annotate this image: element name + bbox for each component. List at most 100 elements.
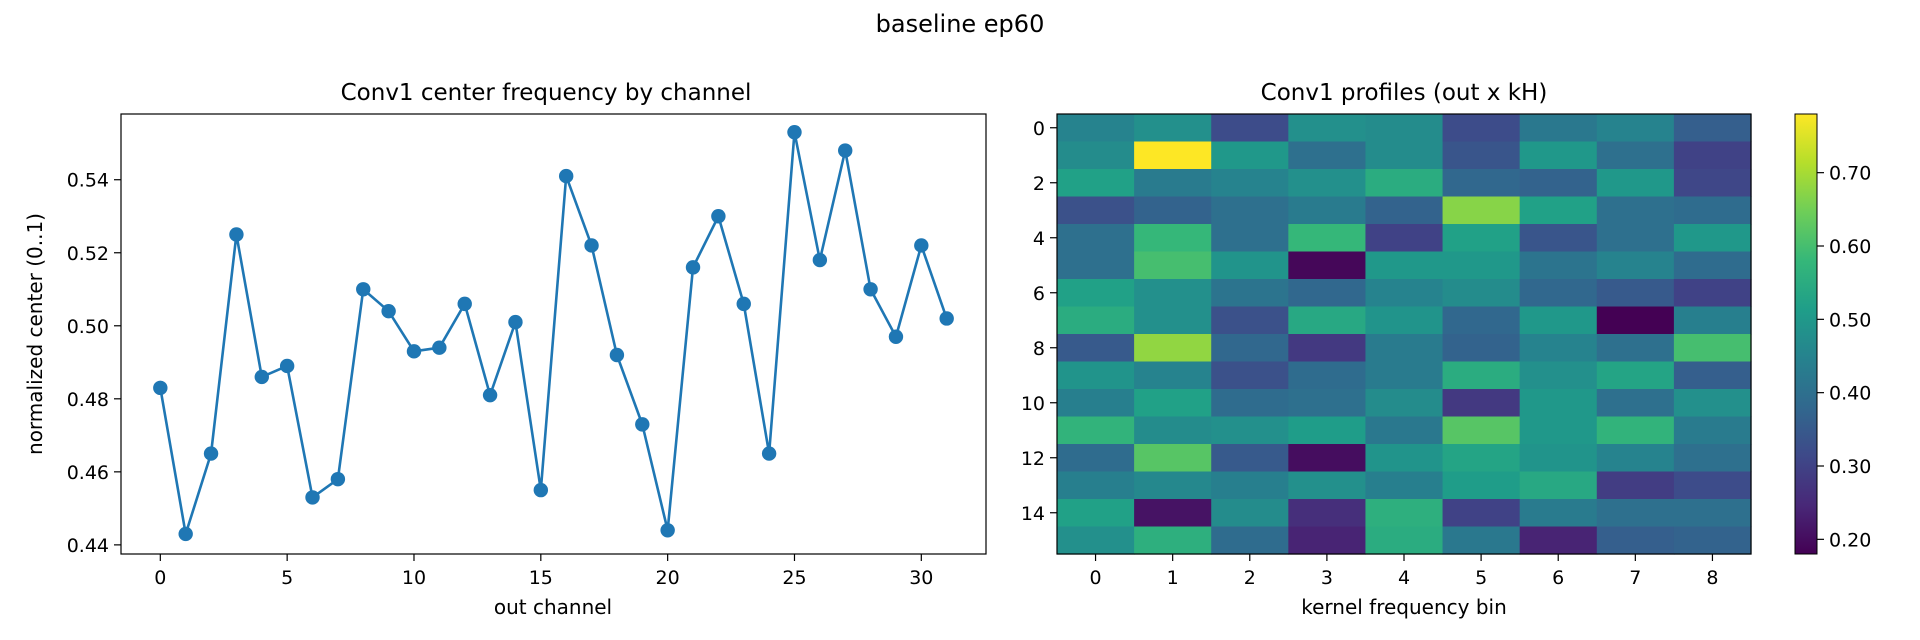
heatmap-cell: [1288, 169, 1367, 198]
line-chart-frame: [120, 113, 987, 555]
heatmap-cell: [1442, 471, 1521, 500]
heatmap-cell: [1057, 196, 1135, 225]
heatmap-cell: [1211, 526, 1289, 555]
heatmap-cell: [1057, 526, 1135, 555]
line-chart-xtick-label: 25: [782, 567, 806, 589]
line-chart-xtick-label: 10: [402, 567, 426, 589]
heatmap-frame: [1056, 113, 1752, 555]
heatmap-cell: [1288, 389, 1367, 418]
colorbar-ticks: 0.20 0.30 0.40 0.50 0.60 0.70: [1817, 163, 1871, 551]
heatmap-cell: [1057, 141, 1135, 170]
line-point: [153, 380, 168, 396]
heatmap-cell: [1134, 279, 1212, 308]
heatmap-cell: [1673, 389, 1752, 418]
heatmap-cell: [1057, 416, 1135, 445]
figure-title: baseline ep60: [876, 10, 1045, 38]
line-chart-xtick-label: 20: [656, 567, 680, 589]
heatmap-cell: [1288, 471, 1367, 500]
line-chart-plot: [153, 125, 954, 542]
heatmap-ytick-label: 12: [1021, 448, 1045, 470]
heatmap-cell: [1057, 361, 1135, 390]
heatmap-cell: [1134, 169, 1212, 198]
heatmap-cell: [1596, 224, 1675, 253]
line-point: [254, 369, 269, 385]
heatmap-xtick-label: 1: [1167, 567, 1179, 589]
heatmap-cell: [1365, 306, 1444, 335]
line-point: [279, 358, 295, 374]
heatmap-cell: [1519, 279, 1598, 308]
heatmap-cell: [1519, 169, 1598, 198]
heatmap-cell: [1673, 114, 1752, 143]
heatmap-cell: [1134, 499, 1212, 528]
line-series: [159, 130, 948, 536]
heatmap-xtick-label: 5: [1475, 567, 1487, 589]
colorbar-tick-label: 0.70: [1829, 163, 1871, 185]
heatmap-cell: [1519, 306, 1598, 335]
heatmap-xtick-label: 6: [1552, 567, 1564, 589]
line-point: [863, 282, 878, 297]
line-chart-xtick-label: 15: [529, 567, 553, 589]
heatmap-cell: [1519, 444, 1598, 473]
heatmap-panel: Conv1 profiles (out x kH) 0 1 2 3 4 5 6 7 802468…: [1021, 80, 1752, 619]
heatmap-cell: [1365, 334, 1444, 363]
heatmap-cell: [1673, 279, 1752, 308]
heatmap-cell: [1673, 499, 1752, 528]
heatmap-cell: [1134, 444, 1212, 473]
heatmap-cell: [1365, 526, 1444, 555]
heatmap-cell: [1596, 361, 1675, 390]
heatmap-cell: [1365, 416, 1444, 445]
heatmap-cell: [1134, 334, 1212, 363]
line-chart-ytick-label: 0.52: [67, 243, 109, 265]
heatmap-cell: [1057, 114, 1135, 143]
line-chart-ytick-label: 0.54: [67, 170, 109, 192]
heatmap-cell: [1442, 499, 1521, 528]
heatmap-cell: [1057, 444, 1135, 473]
heatmap-cell: [1519, 499, 1598, 528]
heatmap-ytick-label: 6: [1033, 283, 1045, 305]
heatmap-cell: [1134, 526, 1212, 555]
line-point: [381, 303, 396, 319]
heatmap-cell: [1442, 141, 1521, 170]
heatmap-cell: [1365, 279, 1444, 308]
heatmap-title: Conv1 profiles (out x kH): [1261, 80, 1548, 106]
heatmap-cell: [1365, 471, 1444, 500]
heatmap-ytick-label: 10: [1021, 393, 1045, 415]
heatmap-cell: [1365, 499, 1444, 528]
line-point: [685, 260, 701, 275]
heatmap-xlabel: kernel frequency bin: [1301, 595, 1507, 619]
heatmap-cell: [1519, 416, 1598, 445]
heatmap-cell: [1596, 389, 1675, 418]
colorbar: 0.20 0.30 0.40 0.50 0.60 0.70: [1794, 113, 1871, 555]
line-point: [406, 344, 422, 359]
line-point: [305, 490, 320, 505]
heatmap-cell: [1365, 389, 1444, 418]
heatmap-cell: [1365, 196, 1444, 225]
line-point: [229, 227, 244, 242]
heatmap-xtick-label: 3: [1321, 567, 1333, 589]
heatmap-cell: [1519, 251, 1598, 280]
heatmap-cell: [1288, 499, 1367, 528]
line-point: [660, 523, 675, 538]
heatmap-cell: [1596, 526, 1675, 555]
line-chart-ytick-label: 0.50: [67, 316, 109, 338]
heatmap-cell: [1134, 224, 1212, 253]
heatmap-xtick-label: 0: [1090, 567, 1102, 589]
heatmap-cell: [1673, 141, 1752, 170]
heatmap-cell: [1673, 334, 1752, 363]
heatmap-cell: [1211, 196, 1289, 225]
line-point: [203, 446, 219, 461]
heatmap-cell: [1211, 224, 1289, 253]
heatmap-cell: [1596, 499, 1675, 528]
line-chart-ytick-label: 0.48: [67, 389, 109, 411]
heatmap-cell: [1442, 169, 1521, 198]
heatmap-cell: [1134, 389, 1212, 418]
heatmap-cell: [1057, 334, 1135, 363]
heatmap-cell: [1365, 114, 1444, 143]
heatmap-cell: [1057, 279, 1135, 308]
heatmap-cell: [1288, 361, 1367, 390]
line-point: [812, 252, 828, 268]
heatmap-cell: [1673, 169, 1752, 198]
heatmap-cell: [1134, 416, 1212, 445]
heatmap-cell: [1057, 251, 1135, 280]
